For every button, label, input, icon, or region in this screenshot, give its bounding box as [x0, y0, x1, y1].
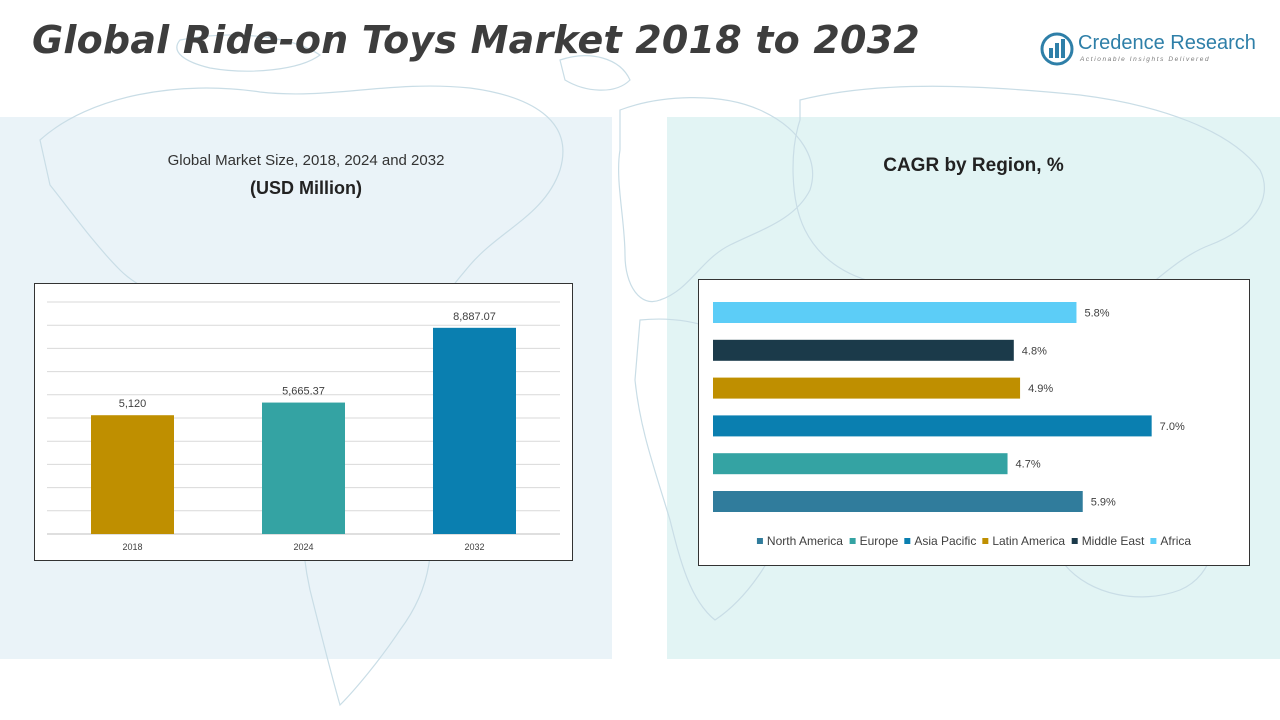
market-size-chart-unit: (USD Million)	[250, 178, 362, 198]
logo-tagline: Actionable Insights Delivered	[1080, 56, 1211, 63]
bar-2024	[262, 402, 345, 534]
logo-icon	[1040, 32, 1074, 66]
x-tick-label-2018: 2018	[122, 542, 142, 552]
bar-value-label-africa: 5.8%	[1084, 308, 1109, 320]
market-size-chart-frame: 5,120 2018 5,665.37 2024 8,887.07 2032	[34, 283, 573, 561]
bar-asia-pacific	[713, 415, 1152, 437]
legend-swatch-latin-america	[982, 538, 989, 544]
bar-value-label-europe: 4.7%	[1016, 459, 1041, 471]
bar-europe	[713, 453, 1008, 475]
legend-swatch-north-america	[756, 538, 763, 544]
bar-value-label-2032: 8,887.07	[453, 311, 496, 323]
legend-swatch-africa	[1150, 538, 1157, 544]
legend-label-asia-pacific: Asia Pacific	[914, 534, 976, 548]
x-tick-label-2032: 2032	[464, 542, 484, 552]
legend-label-latin-america: Latin America	[992, 534, 1065, 548]
legend-swatch-middle-east	[1071, 538, 1078, 544]
legend-swatch-asia-pacific	[904, 538, 911, 544]
bar-value-label-middle-east: 4.8%	[1022, 345, 1047, 357]
bar-2018	[91, 415, 174, 534]
cagr-bar-chart: 5.8% 4.8% 4.9% 7.0% 4.7% 5.9% North America Eur…	[713, 302, 1191, 548]
bar-africa	[713, 302, 1077, 323]
x-tick-label-2024: 2024	[293, 542, 313, 552]
credence-research-logo: Credence Research Actionable Insights De…	[1040, 32, 1260, 68]
bar-value-label-2024: 5,665.37	[282, 386, 325, 398]
bar-value-label-2018: 5,120	[119, 398, 147, 410]
bar-2032	[433, 327, 516, 534]
bar-value-label-latin-america: 4.9%	[1028, 383, 1053, 395]
cagr-chart-title: CAGR by Region, %	[883, 155, 1064, 176]
market-size-chart-title: Global Market Size, 2018, 2024 and 2032	[167, 152, 445, 169]
bar-value-label-asia-pacific: 7.0%	[1160, 421, 1185, 433]
market-size-bar-chart: 5,120 2018 5,665.37 2024 8,887.07 2032	[47, 301, 560, 552]
legend-swatch-europe	[849, 538, 856, 544]
bar-latin-america	[713, 377, 1021, 399]
bar-value-label-north-america: 5.9%	[1091, 497, 1116, 509]
legend-label-middle-east: Middle East	[1082, 534, 1145, 548]
legend-label-europe: Europe	[860, 534, 899, 548]
legend-label-africa: Africa	[1160, 534, 1191, 548]
bar-middle-east	[713, 339, 1014, 361]
cagr-chart-frame: 5.8% 4.8% 4.9% 7.0% 4.7% 5.9% North America Eur…	[698, 279, 1250, 566]
bar-north-america	[713, 491, 1083, 512]
logo-name: Credence Research	[1078, 32, 1256, 54]
legend-label-north-america: North America	[767, 534, 843, 548]
page-title: Global Ride-on Toys Market 2018 to 2032	[32, 18, 920, 62]
